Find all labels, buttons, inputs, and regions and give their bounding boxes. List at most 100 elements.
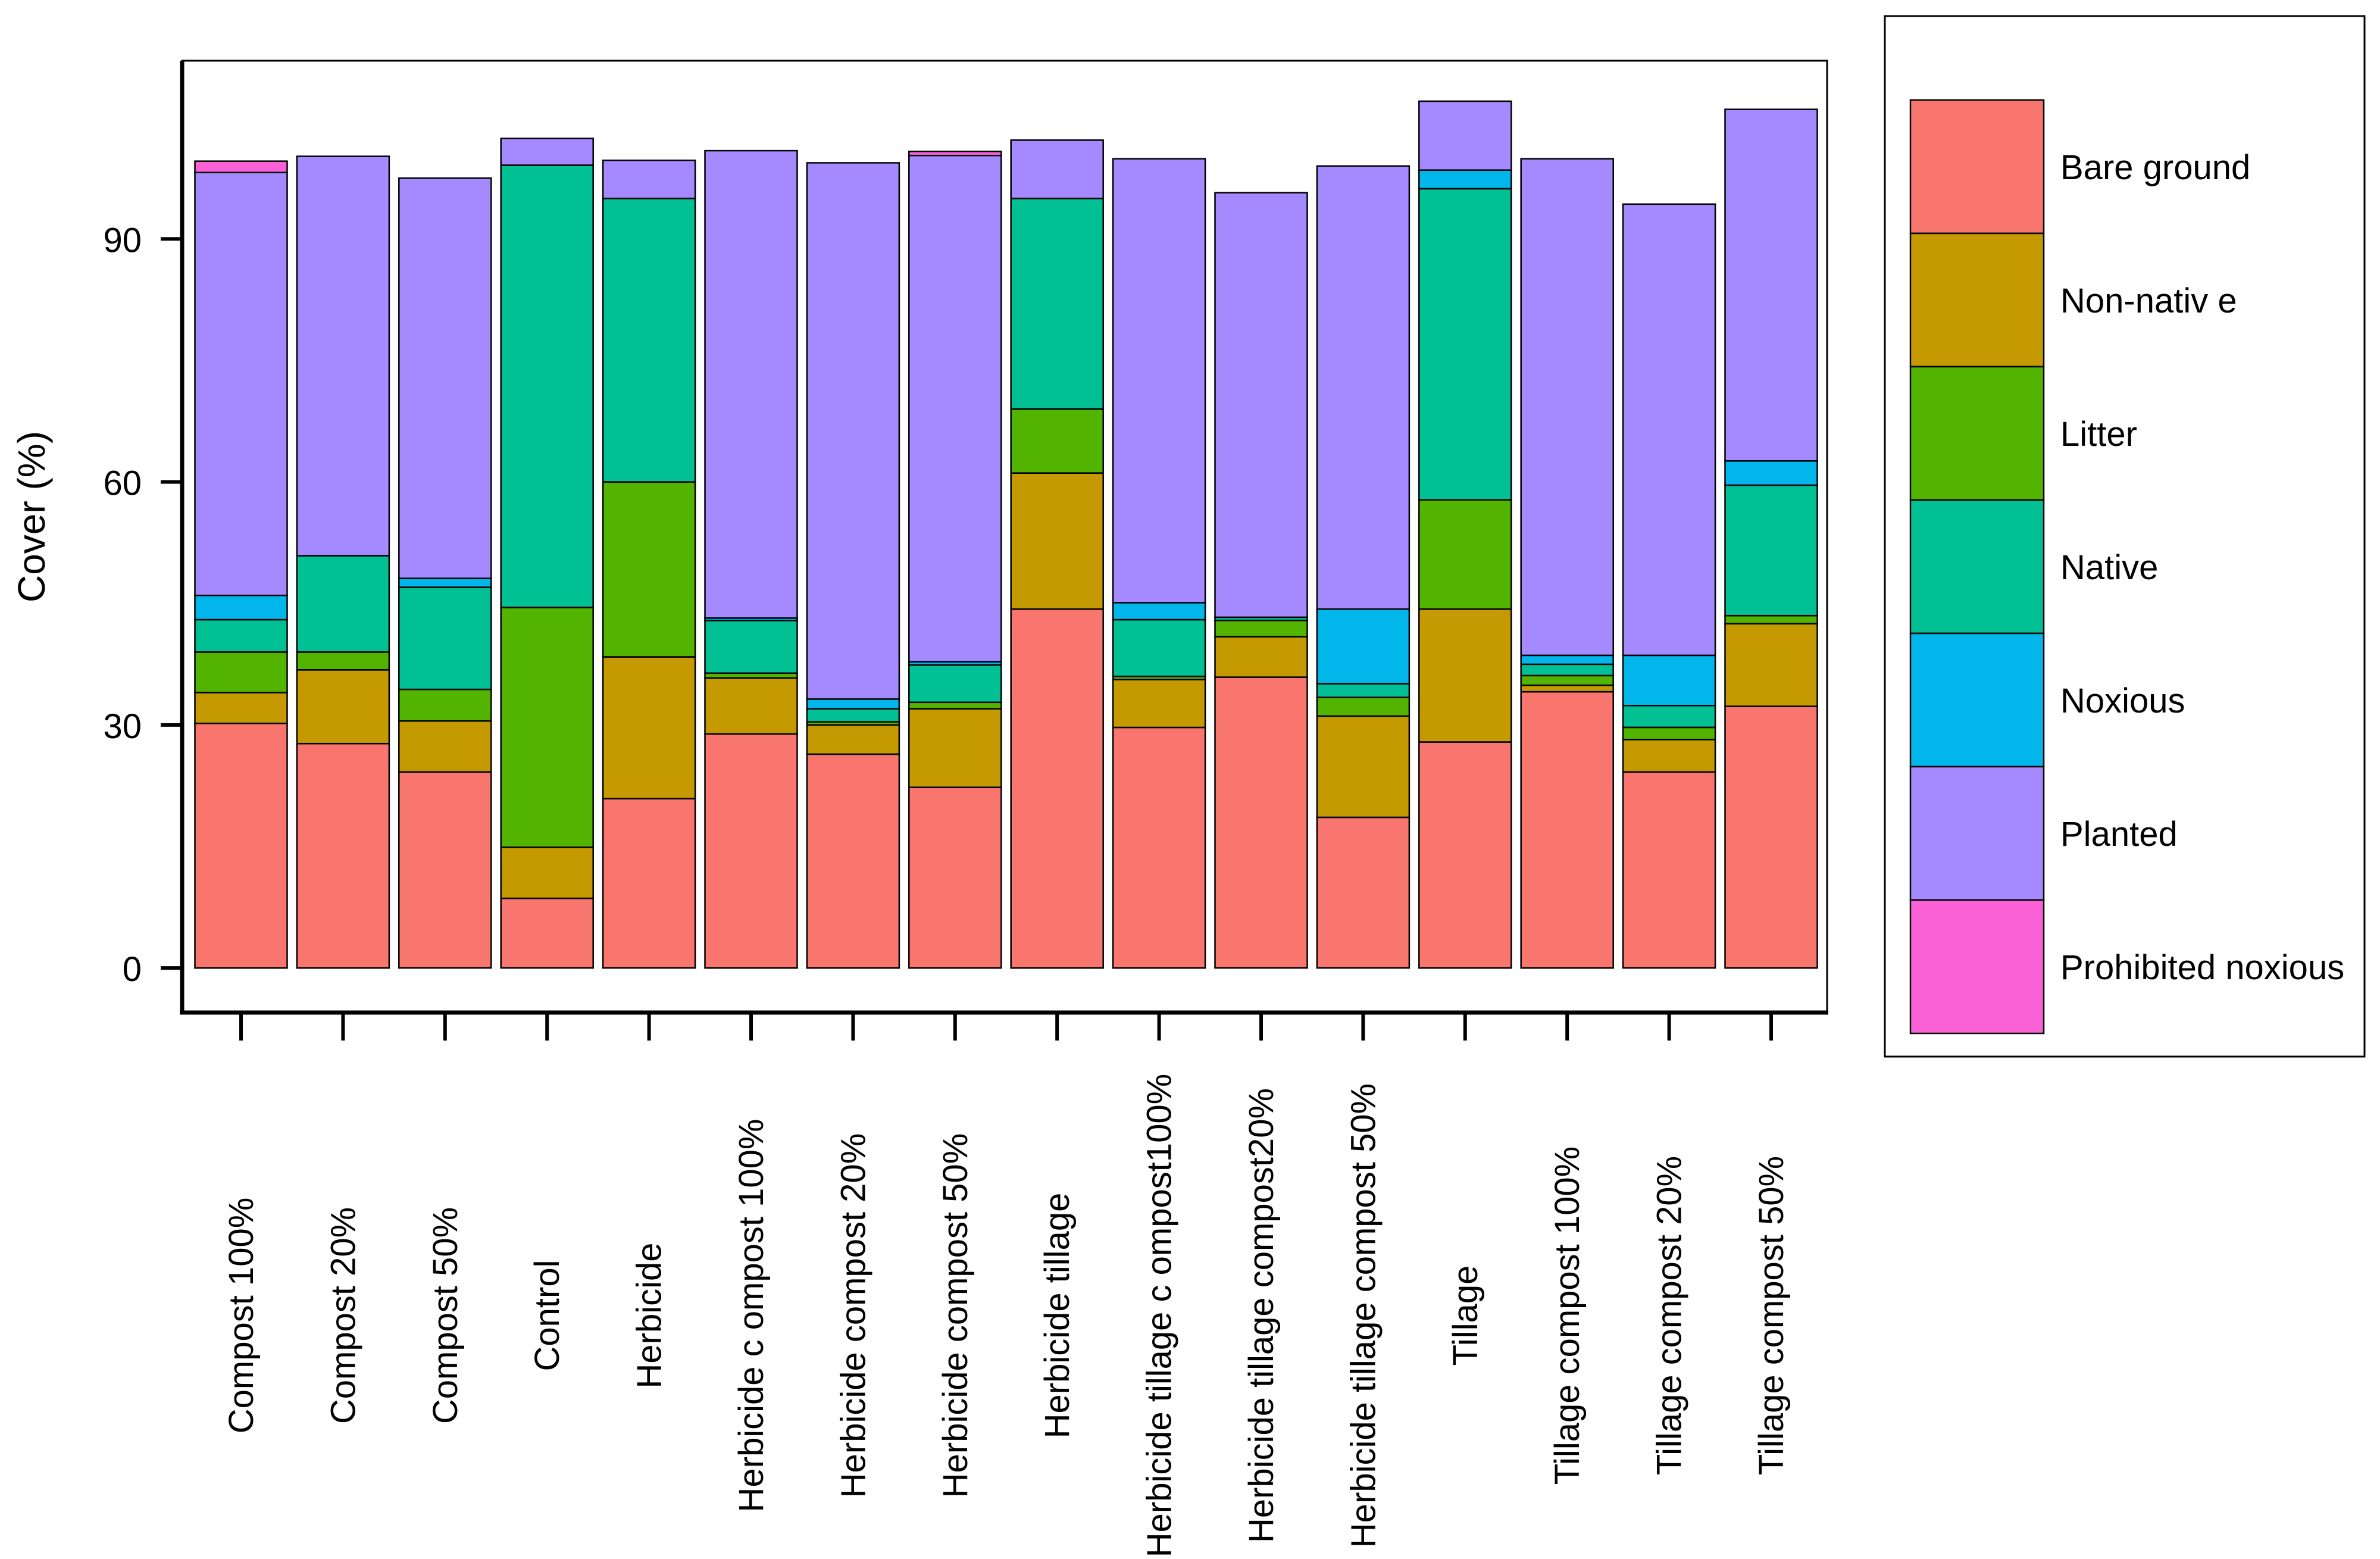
bar-segment-litter-herbicide-tillage-compost20 — [1214, 620, 1308, 638]
bar-segment-planted-tillage-compost-20 — [1622, 203, 1716, 657]
bar-segment-litter-compost-100 — [194, 651, 288, 693]
bar-segment-prohibited-noxious-herbicide-compost-50 — [908, 151, 1002, 157]
bar-segment-planted-control — [500, 138, 594, 166]
x-tick-label-herbicide-tillage: Herbicide tillage — [1038, 1193, 1077, 1439]
bar-segment-non-nativ-e-control — [500, 846, 594, 899]
bar-segment-bare-ground-herbicide — [602, 798, 696, 969]
bar-segment-litter-tillage-compost-20 — [1622, 726, 1716, 741]
y-tick-label-0: 0 — [123, 950, 142, 989]
bar-segment-bare-ground-tillage — [1418, 741, 1512, 969]
bar-segment-bare-ground-herbicide-tillage-compost-50 — [1316, 816, 1411, 969]
y-axis: 0 30 60 90 — [103, 221, 182, 989]
bar-segment-non-nativ-e-herbicide-tillage-compost-50 — [1316, 715, 1411, 818]
x-tick-label-tillage-compost-100: Tillage compost 100% — [1548, 1146, 1587, 1485]
bar-segment-litter-compost-50 — [398, 688, 492, 722]
x-tick-label-herbicide-tillage-compost-50: Herbicide tillage compost 50% — [1344, 1083, 1383, 1548]
bar-segment-non-nativ-e-herbicide-tillage — [1010, 472, 1104, 610]
bar-segment-noxious-compost-50 — [398, 577, 492, 588]
bar-segment-bare-ground-herbicide-tillage-c-ompost100 — [1112, 726, 1206, 969]
bar-segment-bare-ground-compost-50 — [398, 771, 492, 969]
x-tick-label-compost-50: Compost 50% — [426, 1207, 465, 1424]
bar-segment-bare-ground-compost-100 — [194, 722, 288, 969]
legend-label-prohibited-noxious: Prohibited noxious — [2060, 948, 2344, 987]
x-tick-label-herbicide-tillage-c-ompost100: Herbicide tillage c ompost100% — [1140, 1074, 1179, 1557]
legend-label-planted: Planted — [2060, 815, 2178, 854]
legend-key-non-nativ-e — [1909, 232, 2045, 368]
bar-segment-noxious-tillage-compost-50 — [1724, 460, 1818, 486]
legend-key-planted — [1909, 766, 2045, 901]
bar-segment-native-tillage-compost-100 — [1520, 663, 1614, 677]
x-tick-label-compost-20: Compost 20% — [324, 1207, 362, 1424]
x-axis: Compost 100% Compost 20% Compost 50% Contro… — [222, 1013, 1791, 1557]
x-tick-label-herbicide-compost-50: Herbicide compost 50% — [936, 1133, 975, 1498]
bar-segment-litter-compost-20 — [296, 651, 390, 671]
bar-segment-litter-tillage-compost-100 — [1520, 674, 1614, 686]
y-axis-label: Cover (%) — [10, 431, 53, 602]
y-tick-label-90: 90 — [103, 221, 142, 260]
bar-segment-non-nativ-e-tillage-compost-100 — [1520, 684, 1614, 693]
bar-segment-litter-herbicide-tillage — [1010, 408, 1104, 474]
y-tick-label-60: 60 — [103, 464, 142, 503]
bar-segment-noxious-herbicide-tillage-c-ompost100 — [1112, 602, 1206, 621]
x-tick-label-compost-100: Compost 100% — [222, 1198, 261, 1434]
bar-segment-planted-herbicide-tillage — [1010, 139, 1104, 199]
y-tick-label-30: 30 — [103, 707, 142, 746]
legend-key-bare-ground — [1909, 99, 2045, 235]
bar-segment-non-nativ-e-herbicide-compost-50 — [908, 708, 1002, 788]
x-tick-label-tillage-compost-20: Tillage compost 20% — [1650, 1156, 1689, 1475]
bar-segment-non-nativ-e-compost-100 — [194, 692, 288, 724]
bar-segment-planted-herbicide — [602, 160, 696, 199]
bar-segment-native-herbicide-tillage — [1010, 198, 1104, 410]
bar-segment-bare-ground-compost-20 — [296, 742, 390, 969]
bar-segment-native-tillage-compost-20 — [1622, 704, 1716, 729]
legend-key-litter — [1909, 365, 2045, 501]
legend-label-native: Native — [2060, 548, 2158, 587]
bar-segment-planted-herbicide-tillage-c-ompost100 — [1112, 158, 1206, 604]
bar-segment-bare-ground-control — [500, 897, 594, 969]
bar-segment-noxious-tillage-compost-100 — [1520, 654, 1614, 666]
bar-segment-planted-herbicide-tillage-compost-50 — [1316, 165, 1411, 610]
bar-segment-bare-ground-herbicide-tillage-compost20 — [1214, 676, 1308, 969]
x-tick-label-herbicide: Herbicide — [630, 1243, 669, 1389]
legend-label-noxious: Noxious — [2060, 682, 2185, 720]
bars-layer — [194, 100, 1818, 969]
bar-segment-bare-ground-herbicide-tillage — [1010, 608, 1104, 969]
bar-segment-litter-control — [500, 607, 594, 848]
bar-segment-non-nativ-e-compost-50 — [398, 720, 492, 773]
x-tick-label-tillage-compost-50: Tillage compost 50% — [1752, 1156, 1791, 1475]
legend-key-native — [1909, 499, 2045, 635]
bar-segment-planted-tillage-compost-50 — [1724, 108, 1818, 462]
bar-segment-prohibited-noxious-compost-100 — [194, 160, 288, 174]
bar-segment-native-control — [500, 164, 594, 608]
bar-segment-native-herbicide-tillage-compost-50 — [1316, 683, 1411, 698]
x-tick-label-control: Control — [528, 1260, 567, 1371]
bar-segment-noxious-tillage-compost-20 — [1622, 654, 1716, 707]
bar-segment-bare-ground-tillage-compost-50 — [1724, 705, 1818, 969]
bar-segment-bare-ground-herbicide-c-ompost-100 — [704, 733, 798, 969]
bar-segment-bare-ground-tillage-compost-100 — [1520, 691, 1614, 969]
bar-segment-planted-compost-50 — [398, 177, 492, 579]
bar-segment-noxious-herbicide-tillage-compost-50 — [1316, 608, 1411, 685]
bar-segment-planted-compost-100 — [194, 171, 288, 596]
bar-segment-planted-herbicide-tillage-compost20 — [1214, 192, 1308, 618]
bar-segment-noxious-tillage — [1418, 169, 1512, 190]
bar-segment-bare-ground-tillage-compost-20 — [1622, 771, 1716, 969]
legend-key-noxious — [1909, 632, 2045, 768]
bar-segment-non-nativ-e-herbicide-c-ompost-100 — [704, 677, 798, 735]
legend-label-bare-ground: Bare ground — [2060, 148, 2250, 187]
bar-segment-non-nativ-e-tillage-compost-20 — [1622, 739, 1716, 773]
bar-segment-non-nativ-e-tillage — [1418, 608, 1512, 743]
bar-segment-native-tillage-compost-50 — [1724, 484, 1818, 617]
legend-key-prohibited-noxious — [1909, 899, 2045, 1035]
bar-segment-litter-herbicide — [602, 481, 696, 658]
bar-segment-litter-herbicide-tillage-compost-50 — [1316, 696, 1411, 717]
x-tick-label-herbicide-tillage-compost20: Herbicide tillage compost20% — [1242, 1088, 1281, 1543]
bar-segment-non-nativ-e-tillage-compost-50 — [1724, 623, 1818, 707]
bar-segment-non-nativ-e-herbicide-compost-20 — [806, 724, 900, 755]
bar-segment-planted-tillage-compost-100 — [1520, 158, 1614, 657]
legend-label-litter: Litter — [2060, 415, 2137, 454]
bar-segment-litter-herbicide-compost-50 — [908, 701, 1002, 710]
bar-segment-native-herbicide-compost-20 — [806, 708, 900, 723]
bar-segment-planted-tillage — [1418, 100, 1512, 171]
